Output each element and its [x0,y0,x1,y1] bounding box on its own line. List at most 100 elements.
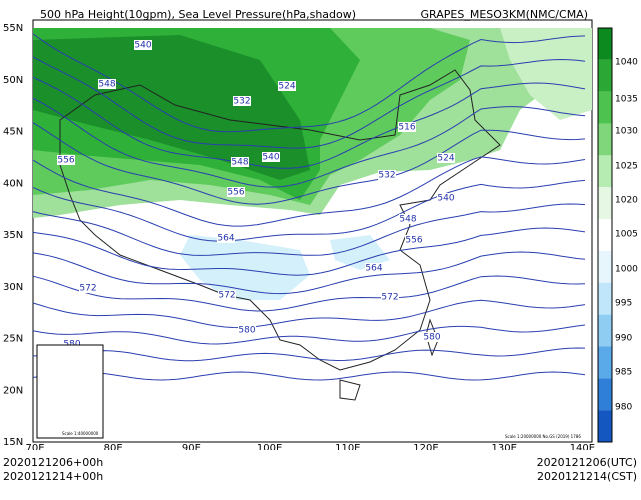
contour-line [32,56,586,149]
lat-label: 45N [3,127,23,138]
contour-label-bg [365,263,383,273]
contour-label-bg [278,81,296,91]
lat-label: 30N [3,282,23,293]
contour-line [32,299,586,329]
contour-line [32,227,586,276]
contour-line [32,251,586,295]
contour-label: 540 [262,153,279,163]
contour-label: 580 [238,326,255,336]
contour-line [32,156,586,227]
colorbar-cell [598,59,612,92]
contour-line [32,347,586,362]
contour-label-bg [63,339,81,349]
colorbar-cell [598,219,612,251]
contour-label-bg [227,187,245,197]
lon-label: 130E [491,443,516,450]
contour-label-bg [134,40,152,50]
colorbar-label: 980 [615,403,632,413]
contour-label: 548 [399,215,416,225]
colorbar-label: 1000 [615,265,638,275]
colorbar-cell [598,187,612,220]
contour-label: 540 [134,41,151,51]
contour-label-bg [218,290,236,300]
contour-label: 580 [423,333,440,343]
contour-line [32,122,586,205]
map-source: GRAPES_MESO3KM(NMC/CMA) [421,8,588,21]
lat-label: 55N [3,23,23,34]
colorbar-label: 1040 [615,58,638,68]
contour-label-bg [231,157,249,167]
contour-label: 516 [398,123,415,133]
contour-label: 556 [227,188,244,198]
contour-label: 564 [217,234,234,244]
colorbar-cell [598,378,612,411]
height-contours: 540 548 532 524 516 540 548 556 524 532 540 556 548 5… [32,33,586,381]
colorbar-label: 1030 [615,127,638,137]
contour-line [32,371,586,381]
contour-label: 548 [98,80,115,90]
colorbar: 1040 1035 1030 1025 1020 1005 1000 995 990 985 980 [597,27,638,443]
contour-label-bg [217,233,235,243]
lat-label: 35N [3,230,23,241]
contour-label: 572 [381,293,398,303]
contour-label: 572 [79,284,96,294]
lat-label: 25N [3,334,23,345]
contour-label-bg [98,79,116,89]
contour-label-bg [398,122,416,132]
lon-label: 140E [570,443,595,450]
contour-label-bg [381,292,399,302]
contour-line [32,76,586,169]
contour-line [32,97,586,188]
contour-label-bg [79,283,97,293]
lon-label: 90E [182,443,201,450]
contour-label: 548 [231,158,248,168]
lon-label: 100E [257,443,282,450]
contour-label: 556 [57,156,74,166]
contour-label: 572 [218,291,235,301]
contour-label-bg [262,152,280,162]
time-right: 2020121206(UTC) 2020121214(CST) [537,456,637,484]
contour-label: 524 [278,82,295,92]
contour-label-bg [423,332,441,342]
contour-label: 564 [365,264,382,274]
colorbar-label: 1005 [615,230,638,240]
lon-label: 70E [25,443,44,450]
weather-map: 540 548 532 524 516 540 548 556 524 532 540 556 548 5… [3,8,638,454]
contour-label-bg [233,96,251,106]
colorbar-label: 985 [615,368,632,378]
init-time: 2020121206+00h [3,456,104,469]
colorbar-cell [598,314,612,347]
colorbar-label: 995 [615,299,632,309]
colorbar-cell [598,28,612,60]
lon-label: 110E [335,443,360,450]
contour-label: 524 [437,154,454,164]
valid-time: 2020121214+00h [3,470,104,483]
contour-label: 540 [437,194,454,204]
scale-note: Scale 1:20000000 No.GS (2019) 1786 [505,434,581,439]
contour-line [32,33,586,133]
contour-line [32,275,586,312]
colorbar-frame [597,27,613,443]
inset-frame [36,344,104,439]
lat-label: 50N [3,75,23,86]
contour-label-bg [437,193,455,203]
colorbar-cell [598,282,612,315]
colorbar-cell [598,410,612,442]
contour-line [32,324,586,345]
colorbar-cell [598,123,612,156]
contour-line [32,203,586,256]
colorbar-label: 1035 [615,95,638,105]
contour-label: 532 [378,171,395,181]
lat-label: 15N [3,437,23,448]
utc-time: 2020121206(UTC) [536,456,637,469]
lon-label: 120E [413,443,438,450]
map-title: 500 hPa Height(10gpm), Sea Level Pressur… [40,8,356,21]
contour-label: 532 [233,97,250,107]
colorbar-cell [598,250,612,283]
contour-label-bg [399,214,417,224]
colorbar-cell [598,91,612,124]
lat-label: 20N [3,385,23,396]
colorbar-cell [598,155,612,188]
colorbar-label: 1025 [615,162,638,172]
cst-time: 2020121214(CST) [537,470,637,483]
